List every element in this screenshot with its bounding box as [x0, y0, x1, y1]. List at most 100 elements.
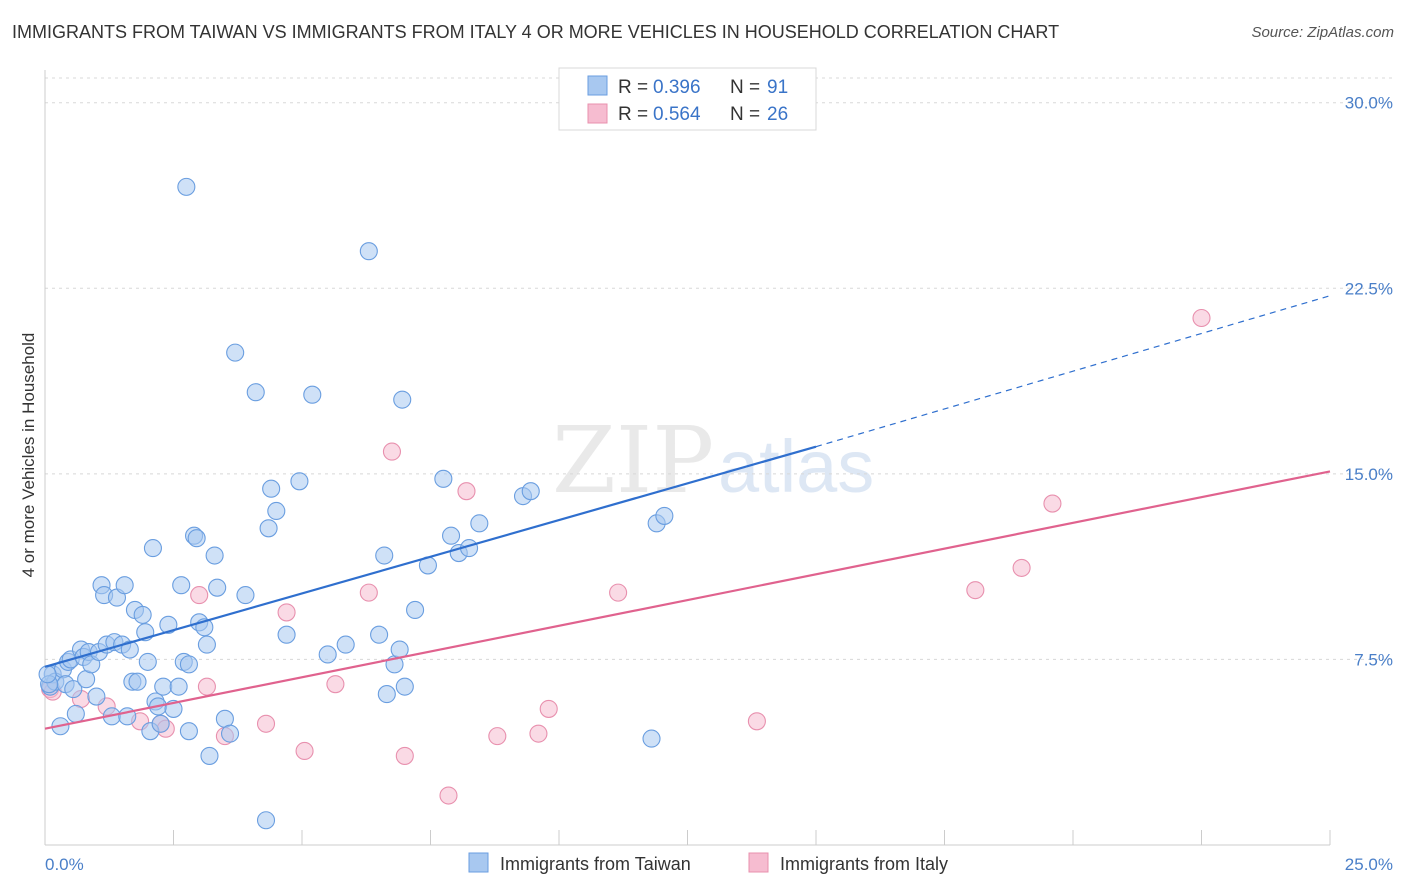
data-point-taiwan [128, 672, 147, 691]
watermark-atlas: atlas [718, 425, 874, 508]
data-point-taiwan [38, 665, 57, 684]
trend-line-taiwan [44, 445, 817, 668]
bottom-legend-swatch-italy [748, 852, 769, 873]
data-point-italy [197, 677, 216, 696]
legend-r-label-italy: R = [618, 104, 648, 125]
data-point-taiwan [220, 724, 240, 743]
y-tick-label: 22.5% [1345, 279, 1393, 298]
data-point-italy [747, 712, 766, 731]
grid [45, 77, 1393, 660]
data-point-taiwan [262, 479, 281, 498]
data-point-italy [1192, 308, 1211, 328]
data-point-taiwan [87, 687, 106, 706]
data-point-taiwan [236, 586, 255, 605]
data-point-taiwan [395, 677, 414, 696]
data-point-taiwan [187, 529, 206, 548]
trend-line-italy [44, 470, 1331, 730]
data-point-taiwan [470, 514, 489, 533]
y-tick-label: 15.0% [1345, 465, 1393, 484]
legend-n-value-taiwan: 91 [767, 77, 788, 98]
data-point-taiwan [336, 635, 355, 654]
data-point-italy [457, 482, 476, 501]
legend-swatch-taiwan [587, 75, 608, 96]
data-point-italy [190, 586, 209, 605]
data-point-taiwan [120, 640, 139, 659]
x-tick-label-max: 25.0% [1345, 855, 1393, 874]
data-point-italy [359, 583, 378, 602]
bottom-legend-label-italy: Immigrants from Italy [780, 854, 948, 874]
legend: R = 0.396 N = 91 R = 0.564 N = 26 [558, 67, 817, 131]
data-point-taiwan [267, 501, 286, 521]
data-point-italy [326, 675, 345, 694]
chart-title: IMMIGRANTS FROM TAIWAN VS IMMIGRANTS FRO… [12, 22, 1060, 42]
data-point-italy [395, 746, 414, 765]
data-point-taiwan [259, 519, 278, 538]
data-point-taiwan [138, 652, 157, 671]
data-point-taiwan [377, 685, 396, 704]
trend-line-taiwan-extrapolated [815, 295, 1331, 448]
data-point-taiwan [406, 600, 425, 620]
data-point-taiwan [303, 385, 322, 404]
data-point-taiwan [143, 539, 162, 558]
data-point-taiwan [177, 177, 196, 196]
legend-n-label-italy: N = [730, 104, 760, 125]
data-point-taiwan [642, 729, 661, 748]
legend-n-value-italy: 26 [767, 104, 788, 125]
source-label: Source: ZipAtlas.com [1251, 24, 1394, 41]
data-point-taiwan [179, 655, 198, 674]
legend-n-label-taiwan: N = [730, 77, 760, 98]
data-point-taiwan [200, 746, 219, 765]
y-axis-label: 4 or more Vehicles in Household [19, 333, 38, 578]
watermark-zip: ZIP [552, 407, 714, 514]
data-point-taiwan [434, 469, 453, 488]
data-point-taiwan [172, 576, 191, 595]
data-point-taiwan [205, 546, 224, 565]
legend-r-label-taiwan: R = [618, 77, 648, 98]
data-point-taiwan [318, 645, 337, 664]
data-point-italy [1012, 558, 1031, 577]
data-point-taiwan [159, 615, 178, 634]
data-point-taiwan [655, 506, 674, 525]
data-point-italy [609, 583, 628, 602]
data-point-italy [256, 714, 276, 733]
data-point-taiwan [375, 546, 394, 565]
y-tick-label: 30.0% [1345, 94, 1393, 113]
data-point-italy [439, 786, 458, 805]
x-tick-label-min: 0.0% [45, 855, 84, 874]
bottom-legend: Immigrants from Taiwan Immigrants from I… [468, 852, 948, 874]
legend-r-value-taiwan: 0.396 [653, 77, 701, 98]
data-point-taiwan [64, 680, 83, 699]
data-point-taiwan [226, 343, 245, 362]
series-taiwan [38, 177, 674, 830]
data-point-taiwan [197, 635, 216, 654]
trend-lines [44, 295, 1331, 730]
data-point-taiwan [179, 722, 198, 741]
data-point-italy [295, 741, 314, 761]
data-point-italy [966, 581, 985, 600]
data-point-taiwan [256, 811, 276, 830]
legend-swatch-italy [587, 103, 608, 124]
x-axis-tick-marks [44, 830, 1331, 845]
bottom-legend-swatch-taiwan [468, 852, 489, 873]
data-point-taiwan [115, 576, 134, 595]
data-point-taiwan [442, 526, 461, 545]
data-point-taiwan [393, 390, 412, 409]
data-point-taiwan [151, 714, 170, 733]
data-point-taiwan [169, 677, 188, 696]
data-point-taiwan [154, 677, 173, 696]
data-point-italy [529, 724, 548, 743]
y-tick-label: 7.5% [1354, 650, 1393, 669]
bottom-legend-label-taiwan: Immigrants from Taiwan [500, 854, 691, 874]
y-axis-ticks: 7.5% 15.0% 22.5% 30.0% [1345, 94, 1393, 670]
data-point-taiwan [66, 704, 85, 723]
data-point-italy [382, 442, 402, 461]
data-point-italy [488, 727, 507, 746]
data-point-taiwan [246, 383, 265, 402]
data-point-taiwan [133, 605, 152, 624]
data-point-taiwan [359, 242, 378, 261]
data-point-taiwan [277, 625, 296, 644]
watermark: ZIP atlas [552, 407, 874, 514]
data-point-italy [539, 699, 558, 718]
legend-r-value-italy: 0.564 [653, 104, 701, 125]
